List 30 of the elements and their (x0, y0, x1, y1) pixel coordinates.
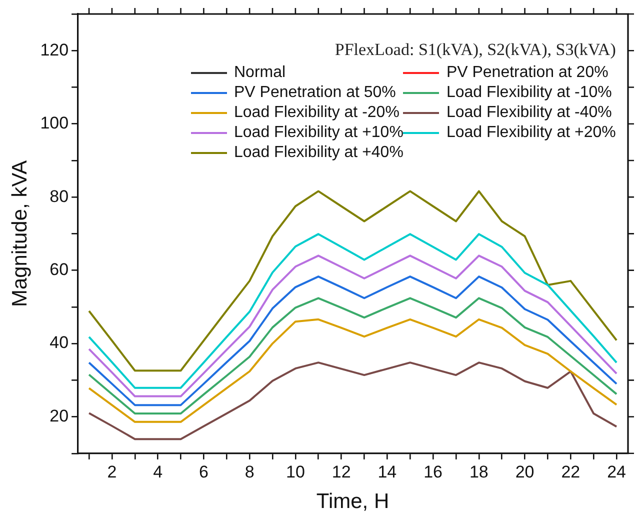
x-tick-label: 4 (153, 462, 163, 482)
x-tick-label: 16 (424, 462, 443, 482)
x-tick-label: 10 (286, 462, 305, 482)
legend-label: Load Flexibility at -20% (234, 104, 400, 122)
x-tick-label: 12 (332, 462, 351, 482)
x-tick-label: 6 (198, 462, 208, 482)
y-tick-label: 60 (50, 260, 69, 280)
legend-label: PV Penetration at 50% (234, 84, 396, 102)
y-tick-label: 100 (40, 114, 69, 133)
legend-label: Load Flexibility at +20% (446, 124, 616, 142)
x-tick-label: 22 (561, 462, 580, 482)
x-axis-title: Time, H (316, 490, 390, 514)
y-tick-label: 120 (40, 40, 69, 60)
legend-label: Normal (234, 64, 286, 82)
x-tick-label: 2 (107, 462, 117, 482)
legend-title: PFlexLoad: S1(kVA), S2(kVA), S3(kVA) (334, 40, 616, 60)
legend-label: Load Flexibility at +40% (234, 144, 404, 162)
y-axis-title: Magnitude, kVA (8, 160, 32, 308)
x-tick-label: 18 (469, 462, 488, 482)
legend-label: Load Flexibility at +10% (234, 124, 404, 142)
legend-label: Load Flexibility at -10% (446, 84, 612, 102)
legend-label: PV Penetration at 20% (446, 64, 608, 82)
legend-label: Load Flexibility at -40% (446, 104, 612, 122)
y-tick-label: 80 (50, 186, 69, 206)
y-tick-label: 20 (50, 406, 69, 426)
x-tick-label: 24 (607, 462, 626, 482)
x-tick-label: 20 (515, 462, 534, 482)
y-tick-label: 40 (50, 333, 69, 352)
x-tick-label: 8 (244, 462, 254, 482)
x-tick-label: 14 (378, 462, 397, 482)
